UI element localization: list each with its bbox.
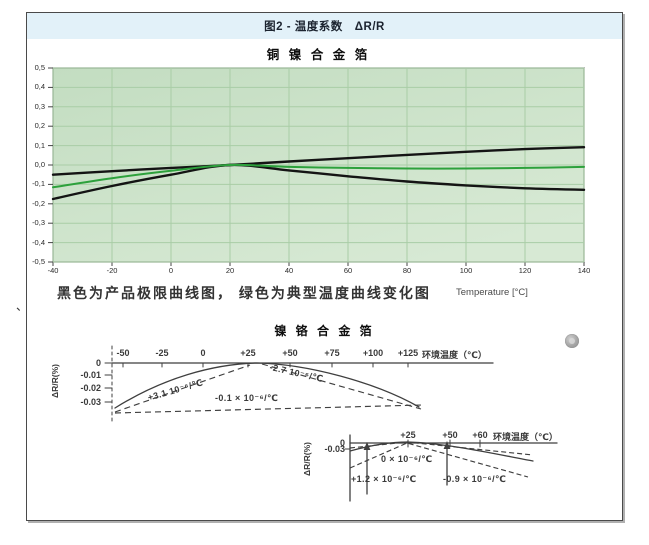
tick-label: +50	[282, 348, 298, 358]
tick-label: -0,1	[32, 179, 45, 189]
diagram1-xlabel: 环境温度（℃）	[422, 350, 487, 360]
tick-label: -0,5	[32, 257, 45, 266]
diagram1-art	[104, 345, 494, 425]
tick-label: 0	[168, 266, 174, 275]
tick-label: 140	[577, 266, 591, 275]
diagram1-ylabel: ΔR/R(%)	[50, 364, 60, 398]
cu-ni-title: 铜 镍 合 金 箔	[266, 48, 371, 62]
x-axis-label: Temperature [°C]	[456, 287, 528, 298]
tick-label: +50	[442, 430, 458, 440]
tick-label: -40	[47, 266, 59, 275]
tick-label: 0,3	[34, 101, 45, 111]
tick-label: -0.02	[80, 383, 101, 393]
tick-label: 60	[343, 266, 353, 275]
tick-label: -0.01	[80, 370, 101, 380]
tick-label: +60	[472, 430, 488, 440]
tick-label: +75	[324, 348, 340, 358]
diagram2-y-ticks: 0 -0.03	[301, 428, 347, 513]
tick-label: +25	[400, 430, 416, 440]
ni-cr-diagram-1: ΔR/R(%) 0 -0.01 -0.02 -0.03 -50 -25 0 +25 +50 +7…	[45, 338, 515, 430]
diagram2-art	[344, 434, 558, 502]
diagram2-slope-mid: 0 × 10⁻⁶/℃	[381, 454, 433, 464]
tick-label: -0.03	[80, 397, 101, 407]
tick-label: 0,4	[34, 82, 45, 92]
diagram1-x-ticks: -50 -25 0 +25 +50 +75 +100 +125	[45, 348, 515, 360]
tick-label: -0,4	[32, 237, 45, 247]
tick-label: 20	[225, 266, 235, 275]
tick-label: 0	[95, 358, 101, 368]
diagram2-slope-right: -0.9 × 10⁻⁶/℃	[443, 474, 507, 484]
diagram1-slope-bottom: -0.1 × 10⁻⁶/℃	[215, 393, 279, 403]
tick-label: 0	[200, 348, 206, 358]
diagram2-x-ticks: +25 +50 +60	[295, 430, 630, 442]
tick-label: 0,5	[34, 63, 45, 72]
diagram2-slope-left: +1.2 × 10⁻⁶/℃	[351, 474, 417, 484]
ni-cr-diagram-2: ΔR/R(%) 0 -0.03 +25 +50 +60 环境温度（℃） 0 × 10⁻…	[295, 428, 630, 513]
tick-label: 100	[459, 266, 473, 275]
tick-label: 0,0	[34, 160, 45, 169]
tick-label: 80	[402, 266, 412, 275]
tick-label: -0,3	[32, 218, 45, 228]
stray-mark: 、	[16, 299, 29, 313]
tick-label: -0,2	[32, 198, 45, 208]
cu-ni-y-axis-ticks: 0,5 0,4 0,3 0,2 0,1 0,0 -0,1 -0,2 -0,3 -0,4 -0,5	[16, 63, 47, 268]
tick-label: -50	[116, 348, 130, 358]
diagram2-xlabel: 环境温度（℃）	[493, 432, 558, 442]
tick-label: +25	[240, 348, 256, 358]
tick-label: 0	[339, 438, 345, 448]
tick-label: -20	[106, 266, 118, 275]
figure-header: 图2 - 温度系数 ΔR/R	[27, 13, 622, 39]
tick-label: 40	[284, 266, 294, 275]
tick-label: 120	[518, 266, 532, 275]
legend-caption: 黑色为产品极限曲线图， 绿色为典型温度曲线变化图	[57, 285, 431, 301]
gray-logo-icon	[565, 334, 579, 348]
cu-ni-chart-svg	[48, 67, 586, 266]
tick-label: +100	[362, 348, 384, 358]
tick-label: 0,1	[34, 140, 45, 150]
diagram1-y-ticks: 0 -0.01 -0.02 -0.03	[63, 338, 103, 430]
tick-label: 0,2	[34, 121, 45, 131]
ni-cr-title: 镍 铬 合 金 箔	[274, 324, 375, 338]
tick-label: +125	[397, 348, 419, 358]
cu-ni-x-axis-ticks: -40 -20 0 20 40 60 80 100 120 140	[48, 266, 591, 278]
figure-title: 图2 - 温度系数 ΔR/R	[264, 21, 385, 33]
tick-label: -0.03	[324, 444, 345, 454]
tick-label: -25	[155, 348, 169, 358]
